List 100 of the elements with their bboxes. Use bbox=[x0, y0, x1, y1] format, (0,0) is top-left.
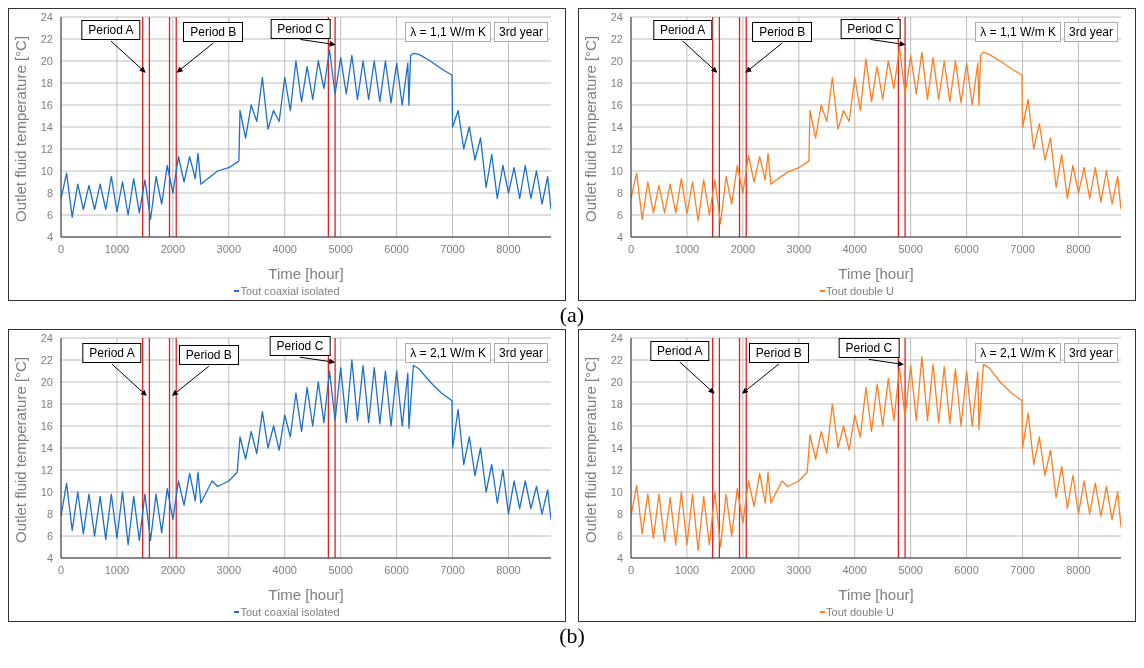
annotation: λ = 1,1 W/m K bbox=[975, 22, 1061, 42]
y-tick-label: 22 bbox=[40, 353, 53, 366]
y-tick-label: 18 bbox=[610, 397, 623, 410]
y-tick-label: 12 bbox=[40, 142, 53, 155]
y-tick-label: 18 bbox=[40, 397, 53, 410]
x-tick-label: 0 bbox=[57, 242, 65, 255]
annotation: λ = 1,1 W/m K bbox=[405, 22, 491, 42]
legend-label: Tout double U bbox=[825, 606, 894, 618]
y-tick-label: 20 bbox=[610, 375, 623, 388]
y-tick-label: 4 bbox=[46, 551, 53, 564]
y-tick-label: 4 bbox=[616, 551, 623, 564]
annotation: 3rd year bbox=[493, 343, 548, 363]
x-tick-label: 7000 bbox=[440, 563, 465, 576]
y-tick-label: 6 bbox=[616, 529, 623, 542]
y-tick-label: 22 bbox=[40, 32, 53, 45]
y-tick-label: 24 bbox=[610, 331, 623, 344]
y-tick-label: 20 bbox=[40, 375, 53, 388]
annotation: λ = 2,1 W/m K bbox=[405, 343, 491, 363]
y-tick-label: 12 bbox=[40, 463, 53, 476]
x-tick-label: 8000 bbox=[496, 242, 521, 255]
x-axis-title: Time [hour] bbox=[838, 586, 914, 603]
x-tick-label: 6000 bbox=[384, 563, 409, 576]
annotation: Period C bbox=[838, 338, 900, 359]
y-tick-label: 8 bbox=[46, 507, 53, 520]
x-tick-label: 6000 bbox=[384, 242, 409, 255]
y-tick-label: 10 bbox=[610, 485, 623, 498]
annotation: Period C bbox=[270, 18, 331, 39]
y-tick-label: 22 bbox=[610, 32, 623, 45]
legend-label: Tout double U bbox=[825, 285, 894, 297]
y-tick-label: 20 bbox=[40, 54, 53, 67]
x-tick-label: 1000 bbox=[104, 563, 130, 576]
y-tick-label: 6 bbox=[46, 529, 53, 542]
annotation: 3rd year bbox=[1063, 343, 1118, 363]
y-tick-label: 24 bbox=[40, 10, 53, 23]
x-tick-label: 8000 bbox=[1066, 563, 1091, 576]
x-tick-label: 4000 bbox=[842, 563, 867, 576]
y-tick-label: 24 bbox=[610, 10, 623, 23]
y-axis-title: Outlet fluid temperature [°C] bbox=[12, 356, 30, 543]
x-tick-label: 5000 bbox=[898, 242, 923, 255]
x-tick-label: 1000 bbox=[674, 563, 700, 576]
y-tick-label: 12 bbox=[610, 142, 623, 155]
annotation: Period C bbox=[269, 336, 331, 357]
y-tick-label: 6 bbox=[616, 208, 623, 221]
y-tick-label: 16 bbox=[610, 98, 623, 111]
annotation: Period A bbox=[81, 20, 141, 40]
line-series bbox=[61, 359, 551, 546]
y-tick-label: 18 bbox=[610, 76, 623, 89]
y-tick-label: 16 bbox=[610, 419, 623, 432]
annotation: Period B bbox=[178, 345, 239, 366]
x-axis-title: Time [hour] bbox=[268, 586, 344, 603]
y-tick-label: 4 bbox=[46, 230, 53, 243]
x-tick-label: 7000 bbox=[1010, 242, 1035, 255]
line-series bbox=[61, 49, 551, 221]
y-tick-label: 8 bbox=[616, 186, 623, 199]
x-tick-label: 3000 bbox=[216, 242, 242, 255]
y-tick-label: 14 bbox=[40, 441, 53, 454]
y-tick-label: 14 bbox=[610, 120, 623, 133]
y-tick-label: 6 bbox=[46, 208, 53, 221]
x-tick-label: 2000 bbox=[730, 242, 756, 255]
x-tick-label: 5000 bbox=[328, 242, 353, 255]
y-tick-label: 10 bbox=[610, 164, 623, 177]
y-tick-label: 16 bbox=[40, 419, 53, 432]
x-axis-title: Time [hour] bbox=[268, 265, 344, 282]
annotation: Period A bbox=[82, 343, 142, 364]
annotation: Period B bbox=[748, 343, 809, 363]
x-tick-label: 3000 bbox=[786, 563, 812, 576]
x-tick-label: 0 bbox=[627, 242, 635, 255]
x-tick-label: 2000 bbox=[160, 563, 186, 576]
y-axis-title: Outlet fluid temperature [°C] bbox=[12, 35, 30, 222]
x-tick-label: 5000 bbox=[328, 563, 353, 576]
x-tick-label: 1000 bbox=[674, 242, 700, 255]
x-tick-label: 4000 bbox=[842, 242, 867, 255]
y-tick-label: 16 bbox=[40, 98, 53, 111]
annotation: Period B bbox=[752, 22, 813, 42]
x-tick-label: 0 bbox=[57, 563, 65, 576]
y-axis-title: Outlet fluid temperature [°C] bbox=[582, 35, 600, 222]
x-tick-label: 8000 bbox=[496, 563, 521, 576]
x-tick-label: 7000 bbox=[440, 242, 465, 255]
y-tick-label: 8 bbox=[616, 507, 623, 520]
x-tick-label: 0 bbox=[627, 563, 635, 576]
y-tick-label: 4 bbox=[616, 230, 623, 243]
x-tick-label: 1000 bbox=[104, 242, 130, 255]
y-tick-label: 18 bbox=[40, 76, 53, 89]
legend-label: Tout coaxial isolated bbox=[239, 606, 340, 618]
x-tick-label: 6000 bbox=[954, 563, 979, 576]
annotation: 3rd year bbox=[1063, 22, 1118, 42]
x-axis-title: Time [hour] bbox=[838, 265, 914, 282]
annotation: Period B bbox=[183, 22, 244, 42]
y-tick-label: 12 bbox=[610, 463, 623, 476]
y-tick-label: 14 bbox=[610, 441, 623, 454]
x-tick-label: 8000 bbox=[1066, 242, 1091, 255]
x-tick-label: 2000 bbox=[730, 563, 756, 576]
x-tick-label: 4000 bbox=[272, 563, 297, 576]
x-tick-label: 3000 bbox=[786, 242, 812, 255]
y-tick-label: 22 bbox=[610, 353, 623, 366]
annotation: Period C bbox=[840, 18, 901, 39]
x-tick-label: 5000 bbox=[898, 563, 923, 576]
y-axis-title: Outlet fluid temperature [°C] bbox=[582, 356, 600, 543]
annotation: Period A bbox=[652, 20, 713, 40]
y-tick-label: 24 bbox=[40, 331, 53, 344]
